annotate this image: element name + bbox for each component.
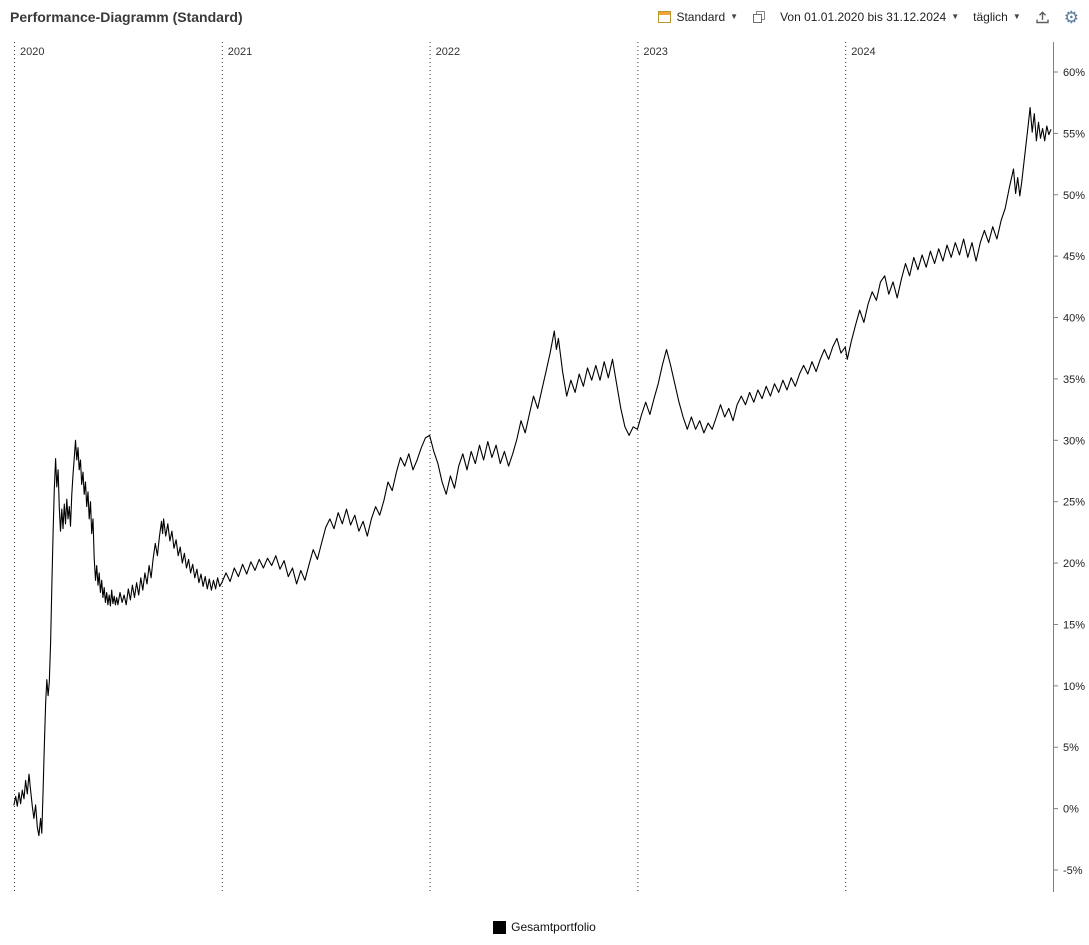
chart-legend: Gesamtportfolio	[0, 909, 1089, 945]
performance-chart[interactable]: 2020 2021 2022 2023 2024 60% 55% 50% 45% 40% 35% 30…	[0, 34, 1089, 909]
toolbar-controls: Standard ▼ Von 01.01.2020 bis 31.12.2024…	[658, 9, 1079, 26]
svg-text:15%: 15%	[1063, 619, 1085, 631]
page-title: Performance-Diagramm (Standard)	[10, 9, 243, 25]
svg-text:10%: 10%	[1063, 681, 1085, 693]
svg-text:0%: 0%	[1063, 804, 1079, 816]
svg-text:55%: 55%	[1063, 128, 1085, 140]
chevron-down-icon: ▼	[730, 12, 739, 21]
chevron-down-icon: ▼	[1012, 12, 1021, 21]
svg-text:2021: 2021	[228, 46, 252, 58]
svg-text:50%: 50%	[1063, 190, 1085, 202]
frequency-select[interactable]: täglich ▼	[973, 10, 1021, 24]
svg-text:45%: 45%	[1063, 251, 1085, 263]
svg-text:40%: 40%	[1063, 313, 1085, 325]
svg-text:60%: 60%	[1063, 67, 1085, 79]
chart-config-select[interactable]: Standard ▼	[658, 10, 738, 24]
chevron-down-icon: ▼	[951, 12, 960, 21]
svg-text:2023: 2023	[643, 46, 667, 58]
svg-text:20%: 20%	[1063, 558, 1085, 570]
svg-text:35%: 35%	[1063, 374, 1085, 386]
duplicate-view-button[interactable]	[752, 10, 766, 24]
export-button[interactable]	[1035, 10, 1050, 25]
svg-text:30%: 30%	[1063, 435, 1085, 447]
legend-swatch[interactable]	[493, 920, 507, 934]
svg-text:25%: 25%	[1063, 497, 1085, 509]
date-range-select[interactable]: Von 01.01.2020 bis 31.12.2024 ▼	[780, 10, 959, 24]
svg-text:-5%: -5%	[1063, 865, 1083, 877]
svg-text:2020: 2020	[20, 46, 44, 58]
chart-config-label: Standard	[676, 10, 726, 24]
svg-text:2024: 2024	[851, 46, 875, 58]
performance-chart-area[interactable]: 2020 2021 2022 2023 2024 60% 55% 50% 45% 40% 35% 30…	[0, 34, 1089, 909]
legend-label[interactable]: Gesamtportfolio	[511, 920, 596, 934]
svg-text:2022: 2022	[436, 46, 460, 58]
frequency-label: täglich	[973, 10, 1008, 24]
toolbar: Performance-Diagramm (Standard) Standard…	[0, 0, 1089, 34]
svg-text:5%: 5%	[1063, 742, 1079, 754]
date-range-label: Von 01.01.2020 bis 31.12.2024	[780, 10, 947, 24]
settings-button[interactable]: ⚙	[1064, 9, 1079, 26]
chart-view-icon	[658, 11, 672, 23]
gear-icon: ⚙	[1063, 7, 1079, 27]
